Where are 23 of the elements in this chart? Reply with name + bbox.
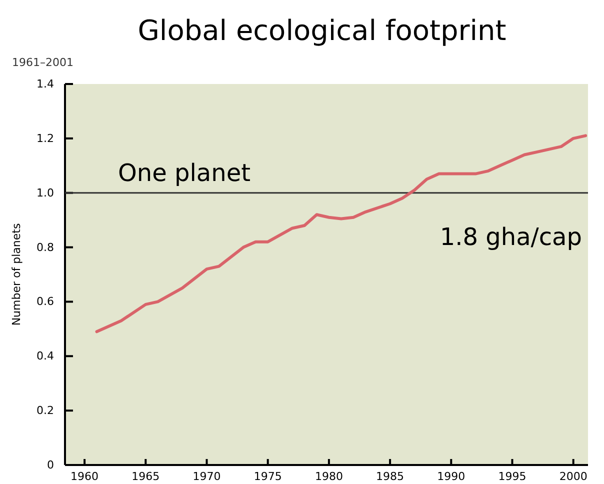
x-tick-label: 1985 bbox=[376, 470, 404, 484]
chart-title: Global ecological footprint bbox=[138, 14, 506, 47]
y-tick-label: 0.6 bbox=[36, 295, 54, 308]
y-tick-label: 0 bbox=[47, 458, 54, 472]
x-tick-label: 1960 bbox=[70, 470, 99, 484]
x-tick-label: 1975 bbox=[254, 470, 282, 484]
y-tick-label: 0.8 bbox=[36, 240, 54, 254]
y-axis-title: Number of planets bbox=[10, 223, 23, 326]
x-tick-label: 1970 bbox=[192, 470, 221, 484]
y-tick-label: 1.4 bbox=[36, 78, 54, 91]
y-tick-label: 0.4 bbox=[36, 350, 54, 363]
y-tick-label: 0.2 bbox=[36, 404, 54, 418]
y-tick-label: 1.2 bbox=[36, 132, 54, 145]
y-tick-label: 1.0 bbox=[36, 186, 54, 200]
chart-subtitle: 1961–2001 bbox=[12, 56, 74, 69]
x-tick-label: 1995 bbox=[498, 470, 526, 484]
ref-line-label: One planet bbox=[118, 158, 250, 187]
line-series bbox=[95, 134, 588, 334]
x-tick-label: 1980 bbox=[314, 470, 343, 484]
x-tick-label: 2000 bbox=[559, 470, 588, 484]
annotation: 1.8 gha/cap bbox=[440, 222, 582, 251]
x-tick-label: 1965 bbox=[132, 470, 160, 484]
x-tick-label: 1990 bbox=[437, 470, 466, 484]
